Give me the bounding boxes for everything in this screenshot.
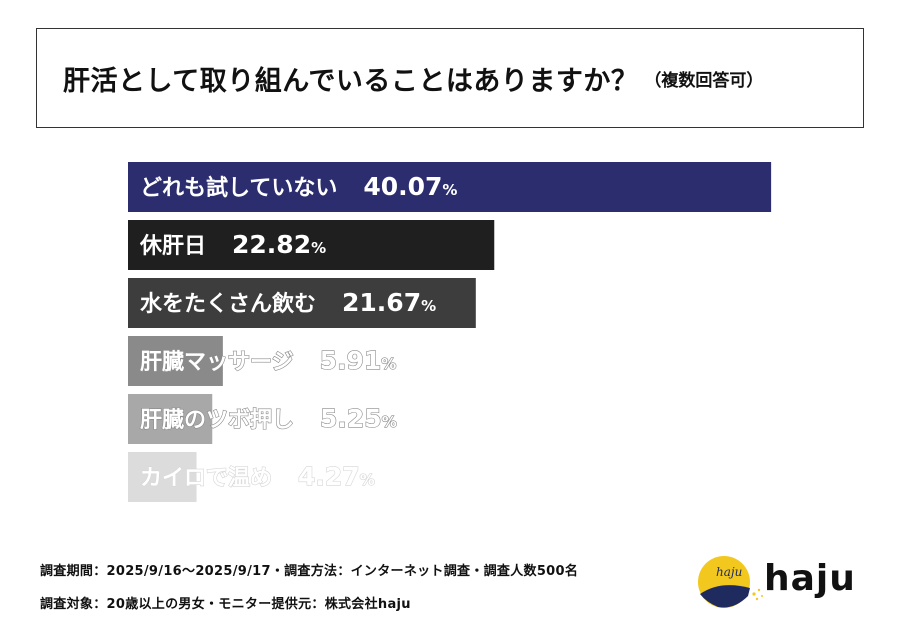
bar-value-unit-1: %: [442, 181, 457, 199]
bar-value-unit-3: %: [421, 297, 436, 315]
bar-value-number-6: 4.27: [298, 462, 360, 491]
bar-label-3: 水をたくさん飲む: [140, 291, 316, 317]
bar-label-2: 休肝日: [139, 234, 206, 259]
survey-period-note: 調査期間：2025/9/16～2025/9/17・調査方法：インターネット調査・…: [40, 564, 579, 579]
bar-1: [128, 162, 772, 212]
haju-logo: haju haju: [694, 550, 864, 615]
bar-chart: どれも試していない 40.07% 休肝日 22.82% 水をたくさん飲む 21.67% 肝臓…: [128, 162, 772, 502]
bar-value-unit-4: %: [381, 355, 396, 373]
logo-mark-text: haju: [716, 565, 742, 579]
bar-value-number-3: 21.67: [342, 288, 421, 317]
bar-label-1: どれも試していない: [140, 175, 337, 201]
bar-5: [128, 394, 213, 444]
bar-value-number-5: 5.25: [320, 404, 382, 433]
bar-value-unit-2: %: [311, 239, 326, 257]
bar-value-6: 4.27%: [298, 462, 375, 491]
bar-6: [128, 452, 197, 502]
bar-label-5: 肝臓のツボ押し: [140, 407, 294, 433]
haju-logo-mark: haju: [698, 556, 763, 608]
chart-title: 肝活として取り組んでいることはありますか？: [63, 65, 639, 97]
bar-3: [128, 278, 476, 328]
bar-value-number-2: 22.82: [232, 230, 311, 259]
bar-2: [128, 220, 495, 270]
bar-value-unit-5: %: [382, 413, 397, 431]
bar-value-4: 5.91%: [320, 346, 397, 375]
bar-value-1: 40.07%: [363, 172, 457, 201]
bar-label-6: カイロで温め: [140, 466, 272, 491]
bar-value-unit-6: %: [360, 471, 375, 489]
bar-value-5: 5.25%: [320, 404, 397, 433]
bar-4: [128, 336, 223, 386]
title-box: 肝活として取り組んでいることはありますか？ （複数回答可）: [36, 28, 864, 128]
survey-target-note: 調査対象：20歳以上の男女・モニター提供元：株式会社haju: [40, 597, 411, 612]
chart-title-note: （複数回答可）: [644, 70, 764, 91]
bar-value-number-4: 5.91: [320, 346, 382, 375]
bar-label-4: 肝臓マッサージ: [140, 350, 294, 375]
logo-wordmark: haju: [764, 558, 856, 599]
bar-value-3: 21.67%: [342, 288, 436, 317]
bar-value-2: 22.82%: [232, 230, 326, 259]
bar-value-number-1: 40.07: [363, 172, 442, 201]
